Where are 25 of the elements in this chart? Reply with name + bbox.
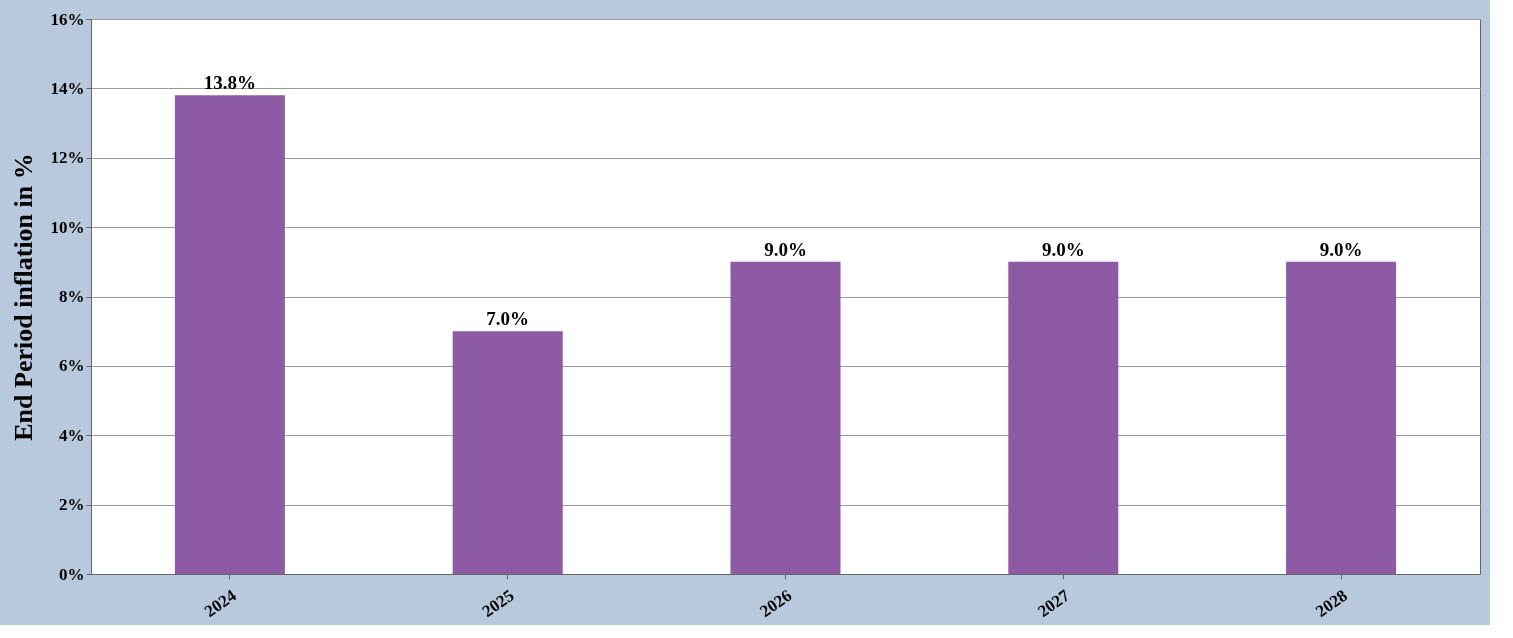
y-tick-label: 14% (50, 78, 85, 98)
bar (1008, 261, 1119, 574)
y-tick-label: 12% (50, 148, 85, 168)
x-tick-label: 2027 (1034, 585, 1074, 621)
y-tick-label: 2% (59, 495, 85, 515)
x-tick-label: 2025 (478, 585, 518, 621)
y-tick-label: 6% (59, 356, 85, 376)
data-label: 9.0% (1319, 238, 1363, 260)
x-tick-label: 2024 (200, 585, 241, 621)
data-label: 9.0% (764, 238, 807, 260)
data-label: 7.0% (486, 308, 530, 330)
bar (452, 331, 563, 574)
y-tick-label: 4% (59, 425, 85, 445)
y-tick-label: 10% (50, 217, 85, 237)
y-tick-label: 16% (50, 9, 85, 29)
y-axis-title: End Period inflation in % (8, 153, 38, 441)
data-label: 13.8% (203, 72, 257, 94)
y-tick-label: 0% (59, 564, 85, 584)
y-tick-label: 8% (59, 287, 85, 306)
bar (174, 95, 285, 574)
x-tick-label: 2026 (756, 585, 796, 621)
data-label: 9.0% (1041, 238, 1085, 260)
bar (1286, 261, 1397, 574)
bar (730, 261, 841, 574)
x-tick-label: 2028 (1312, 585, 1351, 621)
